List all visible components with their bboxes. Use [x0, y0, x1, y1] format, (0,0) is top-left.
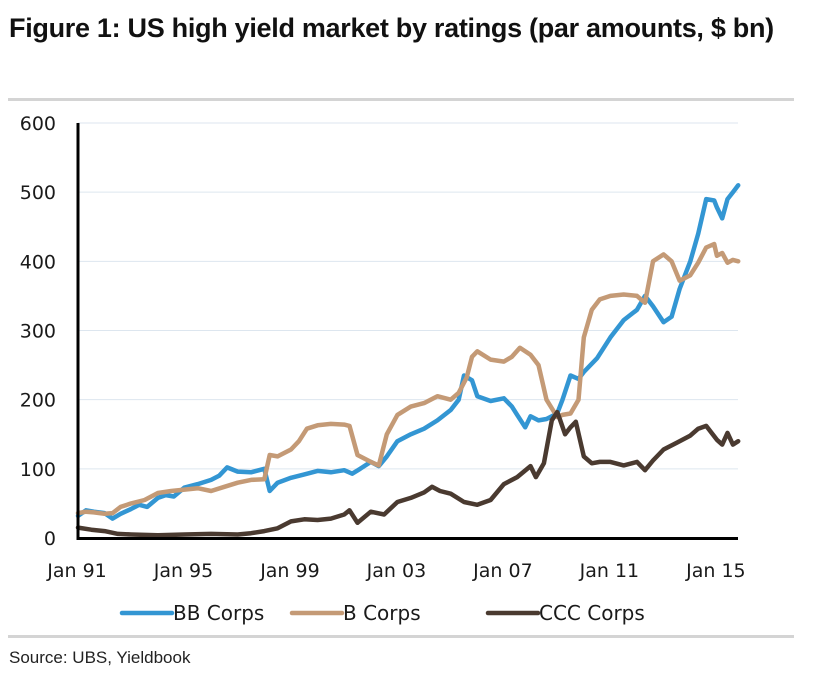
chart-title: Figure 1: US high yield market by rating… — [9, 13, 774, 43]
x-tick-label: Jan 07 — [472, 560, 533, 582]
x-tick-label: Jan 95 — [153, 560, 214, 582]
legend-label: B Corps — [343, 601, 421, 625]
y-tick-label: 600 — [20, 113, 56, 135]
top-divider — [8, 98, 794, 101]
legend-label: BB Corps — [173, 601, 264, 625]
legend-item: BB Corps — [119, 601, 264, 625]
legend-label: CCC Corps — [539, 601, 645, 625]
gridlines — [78, 122, 738, 470]
x-tick-label: Jan 03 — [366, 560, 427, 582]
y-tick-label: 500 — [20, 182, 56, 204]
y-tick-label: 200 — [20, 390, 56, 412]
y-tick-label: 400 — [20, 251, 56, 273]
series-lines — [75, 183, 741, 538]
x-tick-label: Jan 99 — [259, 560, 320, 582]
x-tick-label: Jan 91 — [46, 560, 107, 582]
x-tick-label: Jan 11 — [579, 560, 640, 582]
y-axis-labels: 0 100 200 300 400 500 600 — [20, 113, 56, 550]
legend: BB Corps B Corps CCC Corps — [119, 601, 645, 625]
y-tick-label: 300 — [20, 321, 56, 343]
y-tick-label: 0 — [44, 528, 56, 550]
source-note: Source: UBS, Yieldbook — [9, 648, 191, 667]
x-axis-labels: Jan 91 Jan 95 Jan 99 Jan 03 Jan 07 Jan 11 Jan … — [46, 560, 745, 582]
series-line-b-corps — [75, 241, 741, 517]
series-line-ccc-corps — [75, 409, 741, 538]
legend-item: CCC Corps — [485, 601, 645, 625]
legend-item: B Corps — [289, 601, 421, 625]
y-tick-label: 100 — [20, 459, 56, 481]
x-tick-label: Jan 15 — [685, 560, 746, 582]
bottom-divider — [8, 635, 794, 638]
